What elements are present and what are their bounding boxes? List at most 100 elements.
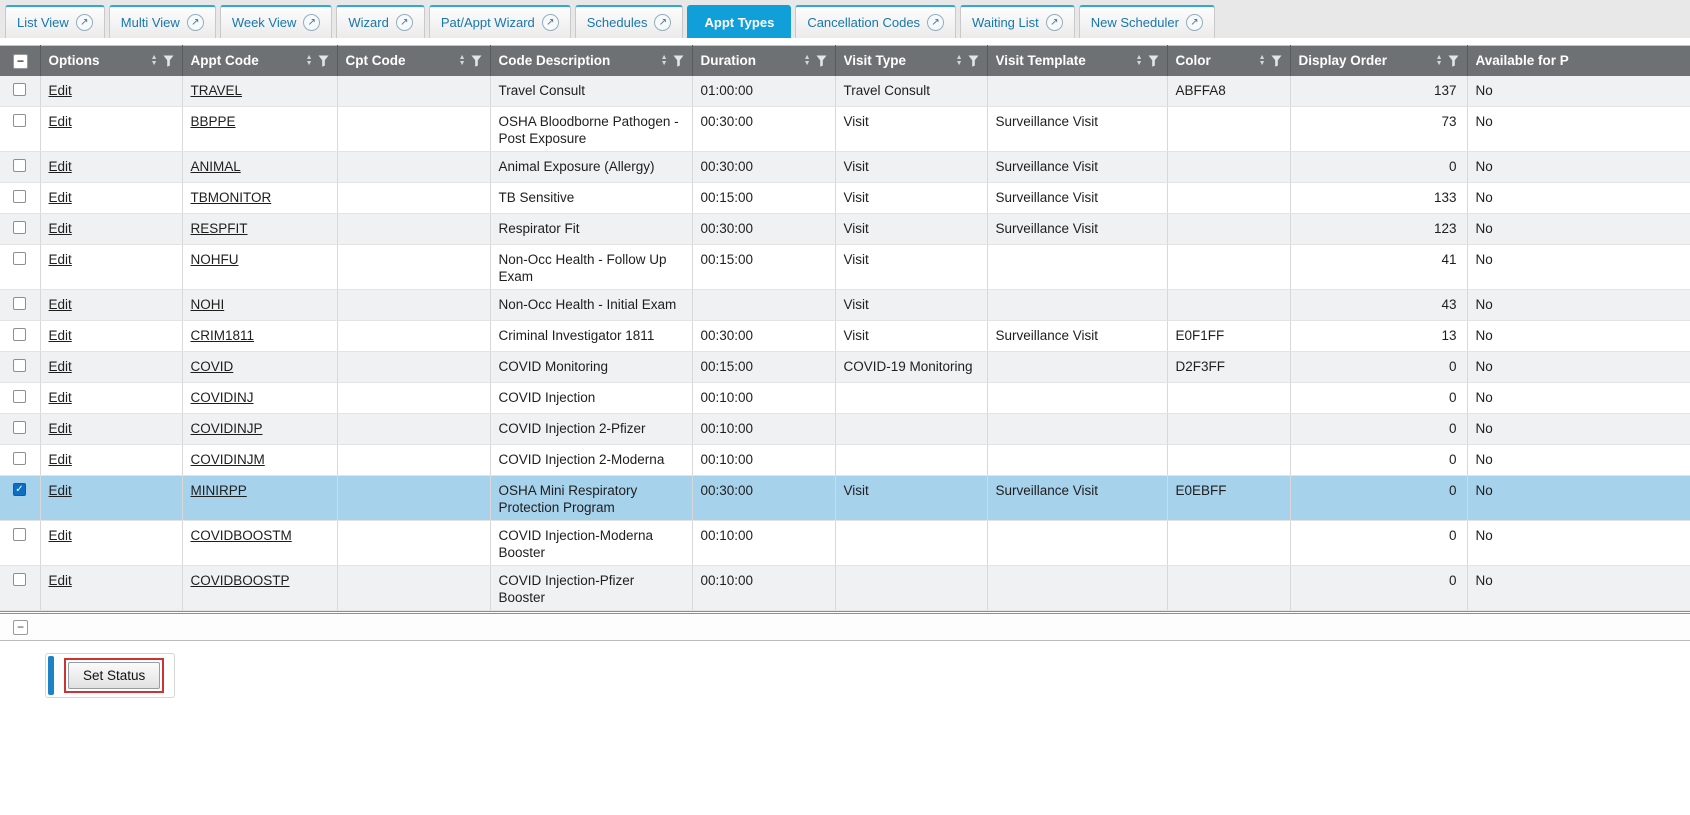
filter-icon[interactable] [816, 55, 827, 67]
column-header-options[interactable]: Options ▲ ▼ [40, 45, 183, 76]
set-status-button[interactable]: Set Status [68, 662, 161, 689]
row-checkbox[interactable] [13, 159, 26, 172]
sort-icon[interactable]: ▲ ▼ [660, 54, 668, 67]
table-row[interactable]: Edit TBMONITOR TB Sensitive 00:15:00 Vis… [0, 182, 1690, 214]
popout-icon[interactable]: ↗ [186, 14, 204, 31]
table-row[interactable]: Edit CRIM1811 Criminal Investigator 1811… [0, 320, 1690, 352]
edit-link[interactable]: Edit [48, 359, 72, 374]
popout-icon[interactable]: ↗ [1185, 14, 1203, 31]
row-checkbox[interactable] [13, 359, 26, 372]
tab-cancellation-codes[interactable]: Cancellation Codes ↗ [795, 5, 957, 38]
table-row[interactable]: Edit COVIDINJP COVID Injection 2-Pfizer … [0, 413, 1690, 445]
column-header-display-order[interactable]: Display Order ▲ ▼ [1290, 45, 1468, 76]
sort-icon[interactable]: ▲ ▼ [803, 54, 811, 67]
sort-icon[interactable]: ▲ ▼ [1135, 54, 1143, 67]
tab-appt-types[interactable]: Appt Types [687, 5, 792, 38]
edit-link[interactable]: Edit [48, 190, 72, 205]
column-header-visit-template[interactable]: Visit Template ▲ ▼ [987, 45, 1168, 76]
column-header-duration[interactable]: Duration ▲ ▼ [692, 45, 836, 76]
filter-icon[interactable] [673, 55, 684, 67]
row-checkbox[interactable] [13, 573, 26, 586]
column-header-color[interactable]: Color ▲ ▼ [1167, 45, 1291, 76]
filter-icon[interactable] [318, 55, 329, 67]
column-header-available-for-p[interactable]: Available for P [1467, 45, 1690, 76]
edit-link[interactable]: Edit [48, 297, 72, 312]
appt-code-link[interactable]: CRIM1811 [190, 328, 255, 343]
row-checkbox[interactable] [13, 114, 26, 127]
table-row[interactable]: Edit NOHFU Non-Occ Health - Follow Up Ex… [0, 244, 1690, 290]
appt-code-link[interactable]: NOHI [190, 297, 225, 312]
row-checkbox[interactable] [13, 390, 26, 403]
popout-icon[interactable]: ↗ [654, 14, 672, 31]
table-row[interactable]: Edit COVIDBOOSTP COVID Injection-Pfizer … [0, 565, 1690, 611]
tab-new-scheduler[interactable]: New Scheduler ↗ [1078, 5, 1215, 38]
edit-link[interactable]: Edit [48, 421, 72, 436]
column-header-code-description[interactable]: Code Description ▲ ▼ [490, 45, 693, 76]
filter-icon[interactable] [968, 55, 979, 67]
column-header-visit-type[interactable]: Visit Type ▲ ▼ [835, 45, 988, 76]
tab-list-view[interactable]: List View ↗ [5, 5, 105, 38]
tab-multi-view[interactable]: Multi View ↗ [108, 5, 216, 38]
edit-link[interactable]: Edit [48, 252, 72, 267]
appt-code-link[interactable]: ANIMAL [190, 159, 241, 174]
table-row[interactable]: ✓ Edit MINIRPP OSHA Mini Respiratory Pro… [0, 475, 1690, 521]
table-row[interactable]: Edit COVIDINJM COVID Injection 2-Moderna… [0, 444, 1690, 476]
popout-icon[interactable]: ↗ [303, 14, 321, 31]
row-checkbox[interactable] [13, 297, 26, 310]
appt-code-link[interactable]: COVIDBOOSTP [190, 573, 290, 588]
appt-code-link[interactable]: MINIRPP [190, 483, 247, 498]
sort-icon[interactable]: ▲ ▼ [305, 54, 313, 67]
appt-code-link[interactable]: TBMONITOR [190, 190, 272, 205]
table-row[interactable]: Edit RESPFIT Respirator Fit 00:30:00 Vis… [0, 213, 1690, 245]
popout-icon[interactable]: ↗ [395, 14, 413, 31]
table-row[interactable]: Edit TRAVEL Travel Consult 01:00:00 Trav… [0, 75, 1690, 107]
table-row[interactable]: Edit ANIMAL Animal Exposure (Allergy) 00… [0, 151, 1690, 183]
tab-schedules[interactable]: Schedules ↗ [574, 5, 684, 38]
edit-link[interactable]: Edit [48, 328, 72, 343]
sort-icon[interactable]: ▲ ▼ [955, 54, 963, 67]
collapse-grid-button[interactable]: − [13, 619, 28, 635]
popout-icon[interactable]: ↗ [1045, 14, 1063, 31]
filter-icon[interactable] [1148, 55, 1159, 67]
appt-code-link[interactable]: COVID [190, 359, 234, 374]
appt-code-link[interactable]: TRAVEL [190, 82, 243, 98]
table-row[interactable]: Edit COVID COVID Monitoring 00:15:00 COV… [0, 351, 1690, 383]
appt-code-link[interactable]: RESPFIT [190, 221, 248, 236]
table-row[interactable]: Edit NOHI Non-Occ Health - Initial Exam … [0, 289, 1690, 321]
edit-link[interactable]: Edit [48, 483, 72, 498]
appt-code-link[interactable]: NOHFU [190, 252, 239, 267]
appt-code-link[interactable]: COVIDBOOSTM [190, 528, 292, 543]
popout-icon[interactable]: ↗ [541, 14, 559, 31]
edit-link[interactable]: Edit [48, 390, 72, 405]
edit-link[interactable]: Edit [48, 114, 72, 129]
row-checkbox[interactable] [13, 190, 26, 203]
edit-link[interactable]: Edit [48, 573, 72, 588]
edit-link[interactable]: Edit [48, 159, 72, 174]
edit-link[interactable]: Edit [48, 82, 72, 98]
table-row[interactable]: Edit BBPPE OSHA Bloodborne Pathogen - Po… [0, 106, 1690, 152]
row-checkbox[interactable] [13, 82, 26, 96]
appt-code-link[interactable]: BBPPE [190, 114, 236, 129]
sort-icon[interactable]: ▲ ▼ [1258, 54, 1266, 67]
row-checkbox[interactable] [13, 421, 26, 434]
filter-icon[interactable] [163, 55, 174, 67]
filter-icon[interactable] [1448, 55, 1459, 67]
sort-icon[interactable]: ▲ ▼ [1435, 54, 1443, 67]
edit-link[interactable]: Edit [48, 221, 72, 236]
row-checkbox[interactable] [13, 221, 26, 234]
edit-link[interactable]: Edit [48, 528, 72, 543]
collapse-all-button[interactable]: − [13, 53, 28, 69]
edit-link[interactable]: Edit [48, 452, 72, 467]
appt-code-link[interactable]: COVIDINJP [190, 421, 263, 436]
table-row[interactable]: Edit COVIDBOOSTM COVID Injection-Moderna… [0, 520, 1690, 566]
row-checkbox[interactable] [13, 452, 26, 465]
popout-icon[interactable]: ↗ [75, 14, 93, 31]
tab-pat-appt-wizard[interactable]: Pat/Appt Wizard ↗ [428, 5, 571, 38]
popout-icon[interactable]: ↗ [927, 14, 945, 31]
filter-icon[interactable] [471, 55, 482, 67]
tab-week-view[interactable]: Week View ↗ [219, 5, 333, 38]
filter-icon[interactable] [1271, 55, 1282, 67]
row-checkbox[interactable] [13, 528, 26, 541]
sort-icon[interactable]: ▲ ▼ [150, 54, 158, 67]
row-checkbox[interactable]: ✓ [13, 483, 26, 496]
